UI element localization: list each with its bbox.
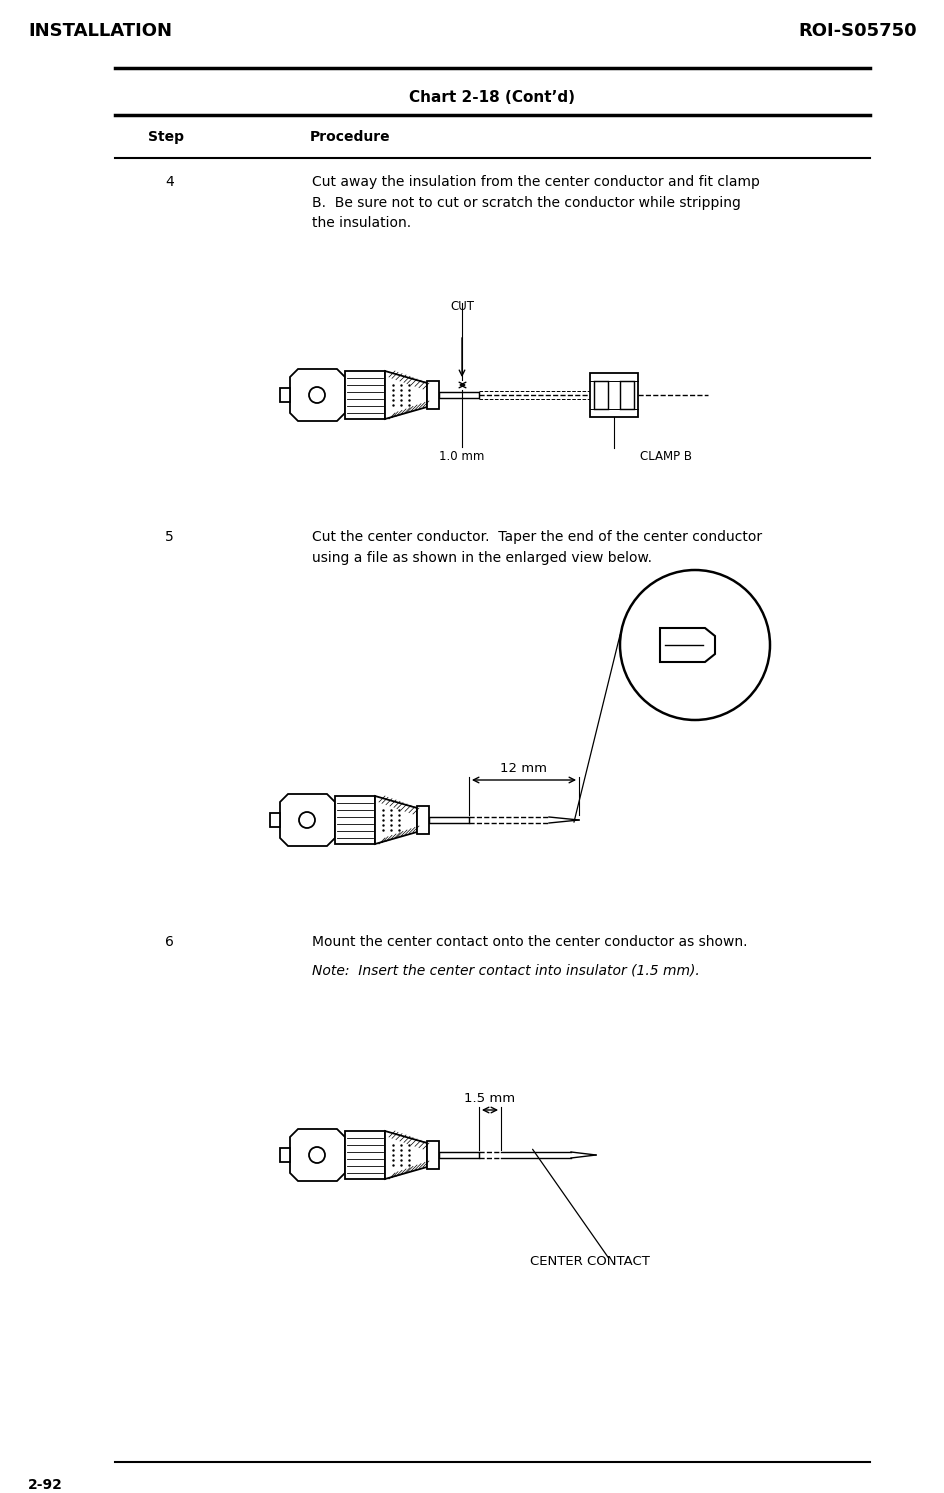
Text: Procedure: Procedure: [310, 130, 390, 143]
Bar: [429, 817, 468, 823]
Text: INSTALLATION: INSTALLATION: [28, 22, 172, 40]
Text: 2-92: 2-92: [28, 1478, 63, 1492]
Text: 1.0 mm: 1.0 mm: [439, 449, 484, 463]
Text: Cut away the insulation from the center conductor and fit clamp
B.  Be sure not : Cut away the insulation from the center …: [312, 175, 759, 230]
Polygon shape: [290, 1129, 345, 1181]
Polygon shape: [659, 629, 715, 661]
Text: Note:  Insert the center contact into insulator (1.5 mm).: Note: Insert the center contact into ins…: [312, 963, 699, 976]
Bar: [416, 806, 429, 835]
Circle shape: [619, 570, 769, 720]
Text: 12 mm: 12 mm: [500, 761, 547, 775]
Polygon shape: [384, 370, 427, 420]
Circle shape: [298, 812, 314, 829]
Text: Chart 2-18 (Cont’d): Chart 2-18 (Cont’d): [409, 90, 574, 105]
Bar: [594, 381, 607, 409]
Bar: [345, 1132, 384, 1179]
Bar: [334, 796, 375, 844]
Text: Step: Step: [148, 130, 184, 143]
Polygon shape: [279, 794, 334, 847]
Text: 6: 6: [165, 935, 174, 950]
Text: 1.5 mm: 1.5 mm: [464, 1091, 515, 1105]
Bar: [439, 393, 479, 399]
Bar: [427, 381, 439, 409]
Polygon shape: [375, 796, 416, 844]
Bar: [439, 1153, 479, 1159]
Text: CUT: CUT: [449, 300, 474, 314]
Bar: [619, 381, 633, 409]
Bar: [279, 388, 290, 402]
Text: Mount the center contact onto the center conductor as shown.: Mount the center contact onto the center…: [312, 935, 747, 950]
Circle shape: [309, 387, 325, 403]
Text: 5: 5: [165, 530, 174, 543]
Text: CENTER CONTACT: CENTER CONTACT: [530, 1256, 649, 1268]
Polygon shape: [290, 369, 345, 421]
Bar: [427, 1141, 439, 1169]
Bar: [589, 373, 637, 417]
Text: 4: 4: [165, 175, 174, 190]
Text: CLAMP B: CLAMP B: [639, 449, 691, 463]
Bar: [279, 1148, 290, 1162]
Circle shape: [309, 1147, 325, 1163]
Text: Cut the center conductor.  Taper the end of the center conductor
using a file as: Cut the center conductor. Taper the end …: [312, 530, 761, 564]
Polygon shape: [384, 1132, 427, 1179]
Bar: [345, 370, 384, 420]
Text: ROI-S05750: ROI-S05750: [798, 22, 916, 40]
Bar: [270, 814, 279, 827]
